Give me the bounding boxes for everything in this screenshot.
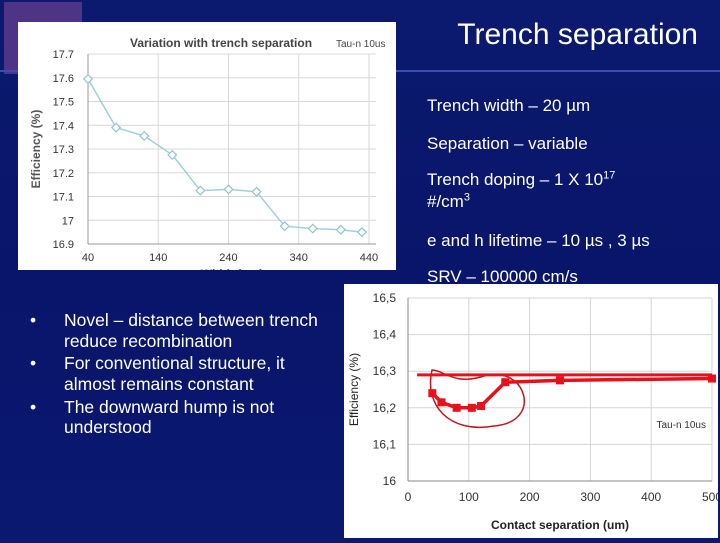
left-bullet-list: • Novel – distance between trench reduce …	[28, 310, 338, 440]
doping-unit-text: #/cm	[427, 192, 464, 211]
data-point	[437, 398, 446, 407]
chart-contact-separation-svg: 16,5 16,4 16,3 16,2 16,1 16 0 100 200 300 400 500 Co…	[347, 291, 720, 532]
bullet-lifetime: e and h lifetime – 10 µs , 3 µs	[427, 231, 650, 250]
data-point	[452, 403, 461, 412]
data-point	[139, 130, 150, 142]
y-tick-label: 16,4	[373, 328, 397, 342]
chart-width-efficiency-svg: Variation with trench separation Tau-n 10…	[29, 36, 385, 281]
bullet-doping-unit: #/cm3	[427, 191, 470, 212]
bullet-trench-width: Trench width – 20 µm	[427, 96, 591, 115]
y-tick-label: 17.5	[53, 97, 74, 109]
x-axis-label: Width (um)	[201, 267, 264, 270]
bullet-hump: • The downward hump is not understood	[28, 397, 338, 438]
y-tick-label: 17.7	[53, 49, 74, 61]
doping-exponent: 17	[603, 169, 616, 182]
chart-annotation: Tau-n 10us	[657, 420, 706, 431]
data-point	[82, 73, 94, 85]
x-tick-label: 0	[405, 490, 412, 504]
y-tick-label: 17.3	[53, 144, 74, 156]
bullet-srv: SRV – 100000 cm/s	[427, 267, 578, 286]
x-tick-label: 140	[149, 252, 167, 264]
data-point	[167, 149, 178, 161]
data-point	[307, 223, 318, 234]
slide-title: Trench separation	[457, 18, 698, 51]
data-point	[501, 378, 510, 387]
x-tick-label: 400	[641, 490, 661, 504]
bullet-trench-doping: Trench doping – 1 X 1017	[427, 169, 615, 190]
y-tick-label: 17.2	[53, 168, 74, 180]
bullet-dot: •	[30, 310, 37, 330]
data-point	[111, 122, 122, 133]
data-point	[476, 401, 485, 410]
x-tick-label: 340	[290, 252, 308, 264]
chart-title: Variation with trench separation	[130, 36, 312, 50]
bullet-separation: Separation – variable	[427, 134, 588, 153]
y-tick-label: 16	[383, 474, 397, 488]
x-tick-label: 300	[580, 490, 600, 504]
bullet-conventional-text: For conventional structure, it almost re…	[64, 353, 285, 394]
data-point	[356, 227, 368, 238]
bullet-novel: • Novel – distance between trench reduce …	[28, 310, 338, 351]
data-point	[279, 221, 290, 232]
data-point	[428, 389, 437, 398]
y-tick-label: 16,1	[373, 437, 397, 451]
x-tick-label: 500	[702, 490, 718, 504]
series-line	[431, 376, 713, 410]
doping-unit-exponent: 3	[463, 191, 470, 204]
x-tick-label: 200	[520, 490, 540, 504]
y-tick-label: 17.6	[53, 73, 74, 85]
data-point	[251, 186, 262, 197]
bullet-novel-text: Novel – distance between trench reduce r…	[64, 310, 318, 351]
data-point	[335, 224, 346, 235]
y-tick-label: 16,2	[373, 401, 397, 415]
chart-contact-separation: 16,5 16,4 16,3 16,2 16,1 16 0 100 200 300 400 500 Co…	[344, 284, 720, 538]
bullet-hump-text: The downward hump is not understood	[64, 396, 275, 438]
doping-text: Trench doping – 1 X 10	[427, 170, 604, 189]
data-point	[195, 185, 206, 196]
x-tick-label: 240	[219, 252, 237, 264]
data-point	[467, 403, 476, 412]
y-axis-label: Efficiency (%)	[29, 110, 43, 189]
data-point	[223, 184, 234, 195]
x-tick-label: 40	[82, 252, 94, 264]
data-point	[708, 374, 716, 383]
x-tick-label: 100	[459, 490, 479, 504]
data-point	[556, 376, 564, 385]
bullet-conventional: • For conventional structure, it almost r…	[28, 353, 338, 394]
chart-annotation: Tau-n 10us	[336, 39, 385, 50]
y-axis-label: Efficiency (%)	[347, 353, 361, 426]
y-tick-label: 17	[62, 215, 74, 227]
hand-drawn-loop	[429, 369, 525, 429]
x-axis-label: Contact separation (um)	[491, 518, 629, 532]
bullet-dot: •	[30, 353, 37, 374]
bullet-dot: •	[30, 396, 37, 417]
y-tick-label: 16,3	[373, 364, 397, 378]
y-tick-label: 16.9	[53, 239, 74, 251]
y-tick-label: 17.4	[53, 120, 74, 132]
x-tick-label: 440	[360, 252, 378, 264]
chart-width-efficiency: Variation with trench separation Tau-n 10…	[18, 22, 396, 281]
y-tick-label: 16,5	[373, 291, 397, 305]
y-tick-label: 17.1	[53, 192, 74, 204]
